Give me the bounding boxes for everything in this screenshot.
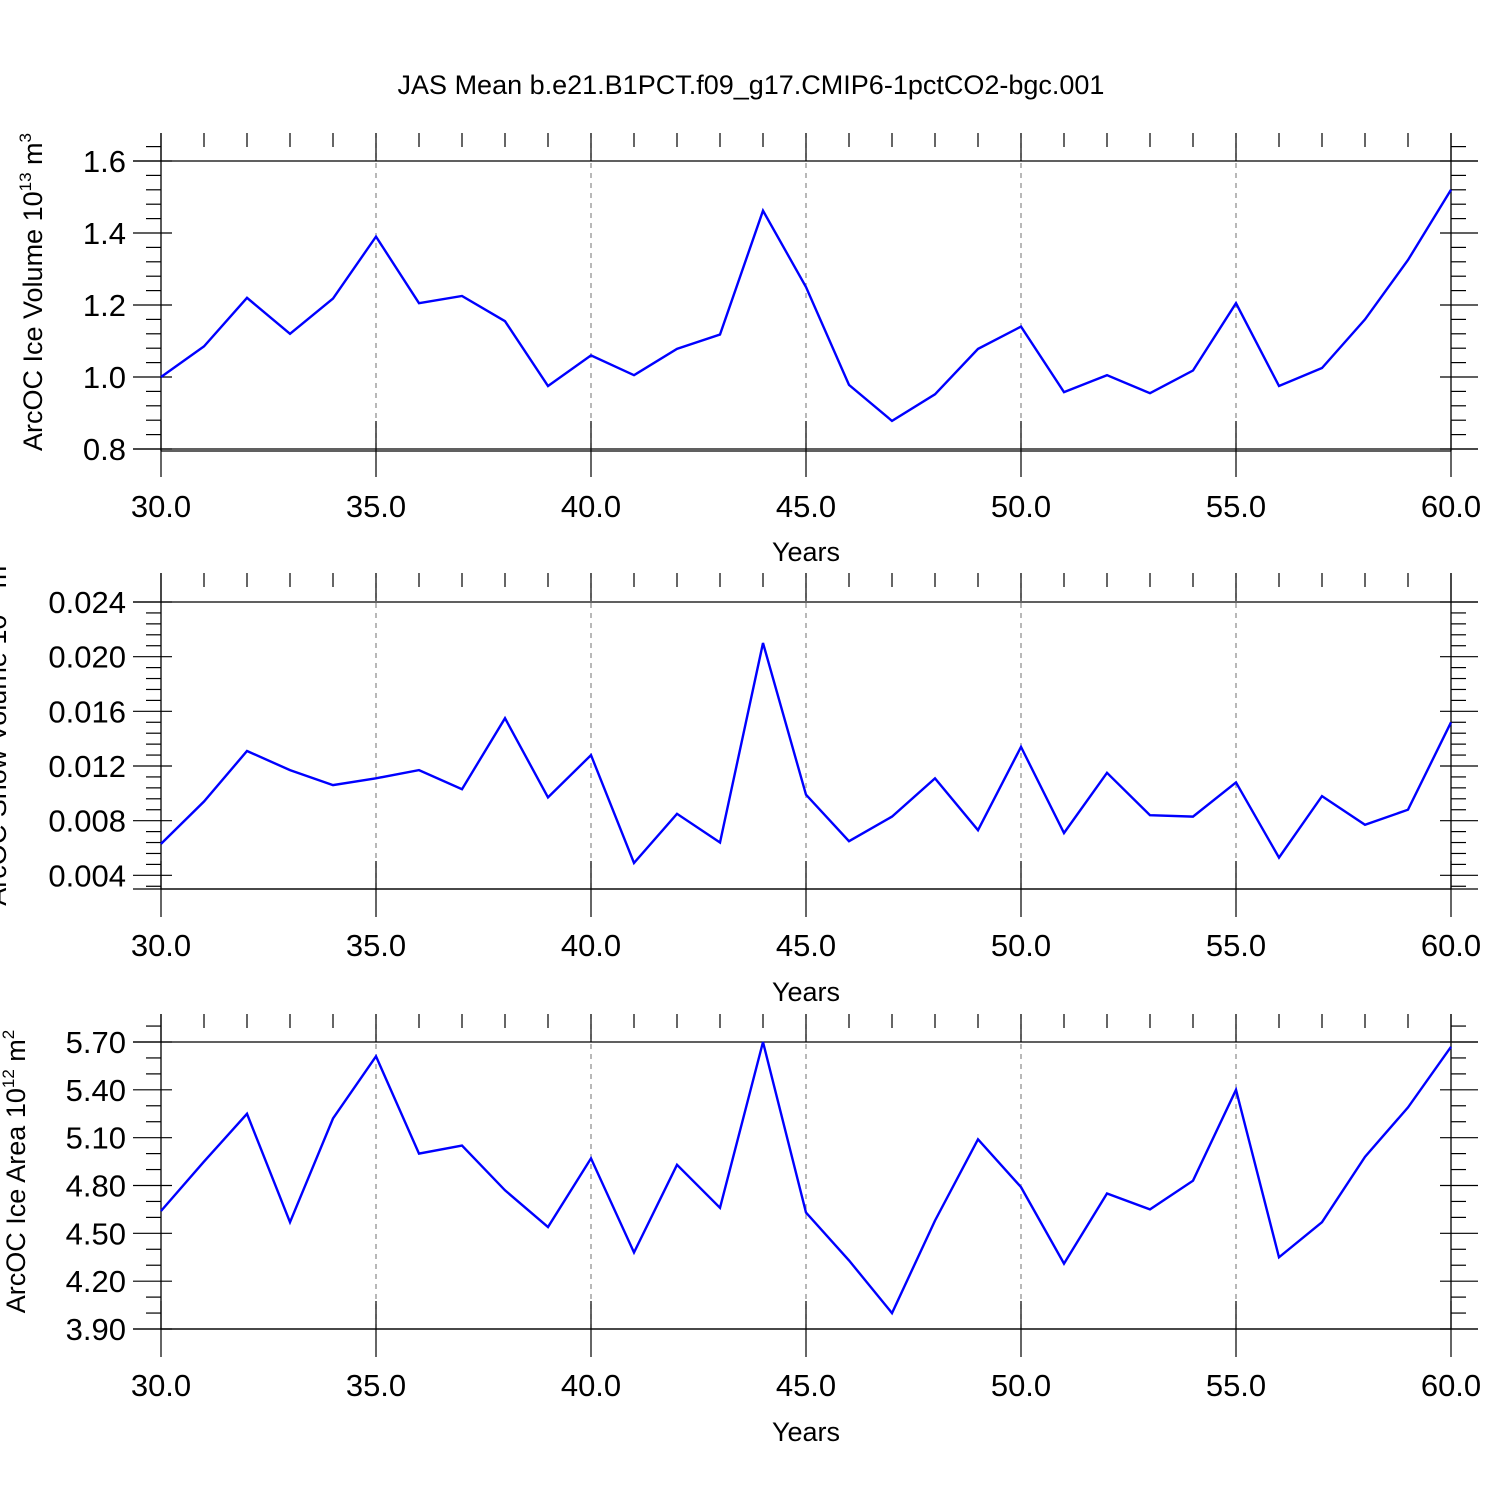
x-tick-label: 55.0 bbox=[1206, 489, 1266, 524]
y-axis-title: ArcOC Ice Volume 1013 m3 bbox=[16, 133, 48, 451]
y-tick-label: 5.70 bbox=[66, 1025, 126, 1060]
y-tick-label: 0.004 bbox=[48, 858, 126, 893]
y-tick-label: 1.4 bbox=[83, 216, 126, 251]
y-tick-label: 0.012 bbox=[48, 749, 126, 784]
x-tick-label: 30.0 bbox=[131, 928, 191, 963]
x-tick-label: 35.0 bbox=[346, 1368, 406, 1403]
x-tick-label: 40.0 bbox=[561, 489, 621, 524]
y-tick-label: 0.8 bbox=[83, 432, 126, 467]
y-tick-label: 5.40 bbox=[66, 1073, 126, 1108]
chart-panel-2: 30.0 35.0 40.0 45.0 50.0 55.0 60.0 Years 0.004 0.… bbox=[0, 556, 1481, 1007]
x-axis-title: Years bbox=[772, 1417, 840, 1447]
y-tick-label: 1.6 bbox=[83, 144, 126, 179]
x-tick-label: 50.0 bbox=[991, 928, 1051, 963]
x-tick-label: 45.0 bbox=[776, 1368, 836, 1403]
y-tick-label: 1.0 bbox=[83, 360, 126, 395]
x-tick-label: 35.0 bbox=[346, 928, 406, 963]
x-tick-label: 30.0 bbox=[131, 489, 191, 524]
y-tick-label: 3.90 bbox=[66, 1312, 126, 1347]
y-tick-label: 0.008 bbox=[48, 804, 126, 839]
x-tick-label: 50.0 bbox=[991, 1368, 1051, 1403]
x-tick-label: 60.0 bbox=[1421, 489, 1481, 524]
y-axis-title: ArcOC Snow Volume 1013 m3 bbox=[0, 556, 12, 906]
y-tick-label: 4.80 bbox=[66, 1169, 126, 1204]
y-tick-label: 1.2 bbox=[83, 288, 126, 323]
x-tick-label: 60.0 bbox=[1421, 1368, 1481, 1403]
chart-panel-3: 30.0 35.0 40.0 45.0 50.0 55.0 60.0 Years 3.90 4.2… bbox=[0, 1014, 1481, 1447]
chart-panels: 30.0 35.0 40.0 45.0 50.0 55.0 60.0 Years 0.8 1.0 1… bbox=[0, 133, 1481, 1447]
y-tick-label: 4.50 bbox=[66, 1216, 126, 1251]
x-tick-label: 50.0 bbox=[991, 489, 1051, 524]
x-axis-title: Years bbox=[772, 977, 840, 1007]
chart-panel-1: 30.0 35.0 40.0 45.0 50.0 55.0 60.0 Years 0.8 1.0 1… bbox=[16, 133, 1481, 567]
y-tick-label: 0.020 bbox=[48, 640, 126, 675]
x-tick-label: 60.0 bbox=[1421, 928, 1481, 963]
x-tick-label: 45.0 bbox=[776, 489, 836, 524]
x-tick-label: 30.0 bbox=[131, 1368, 191, 1403]
x-tick-label: 40.0 bbox=[561, 928, 621, 963]
y-tick-label: 0.016 bbox=[48, 694, 126, 729]
chart-title: JAS Mean b.e21.B1PCT.f09_g17.CMIP6-1pctC… bbox=[398, 70, 1105, 100]
x-tick-label: 45.0 bbox=[776, 928, 836, 963]
x-tick-label: 55.0 bbox=[1206, 1368, 1266, 1403]
x-tick-label: 40.0 bbox=[561, 1368, 621, 1403]
y-tick-label: 0.024 bbox=[48, 585, 126, 620]
y-tick-label: 5.10 bbox=[66, 1121, 126, 1156]
x-tick-label: 55.0 bbox=[1206, 928, 1266, 963]
y-axis-title: ArcOC Ice Area 1012 m2 bbox=[0, 1030, 31, 1314]
y-tick-label: 4.20 bbox=[66, 1264, 126, 1299]
x-axis-title: Years bbox=[772, 537, 840, 567]
x-tick-label: 35.0 bbox=[346, 489, 406, 524]
